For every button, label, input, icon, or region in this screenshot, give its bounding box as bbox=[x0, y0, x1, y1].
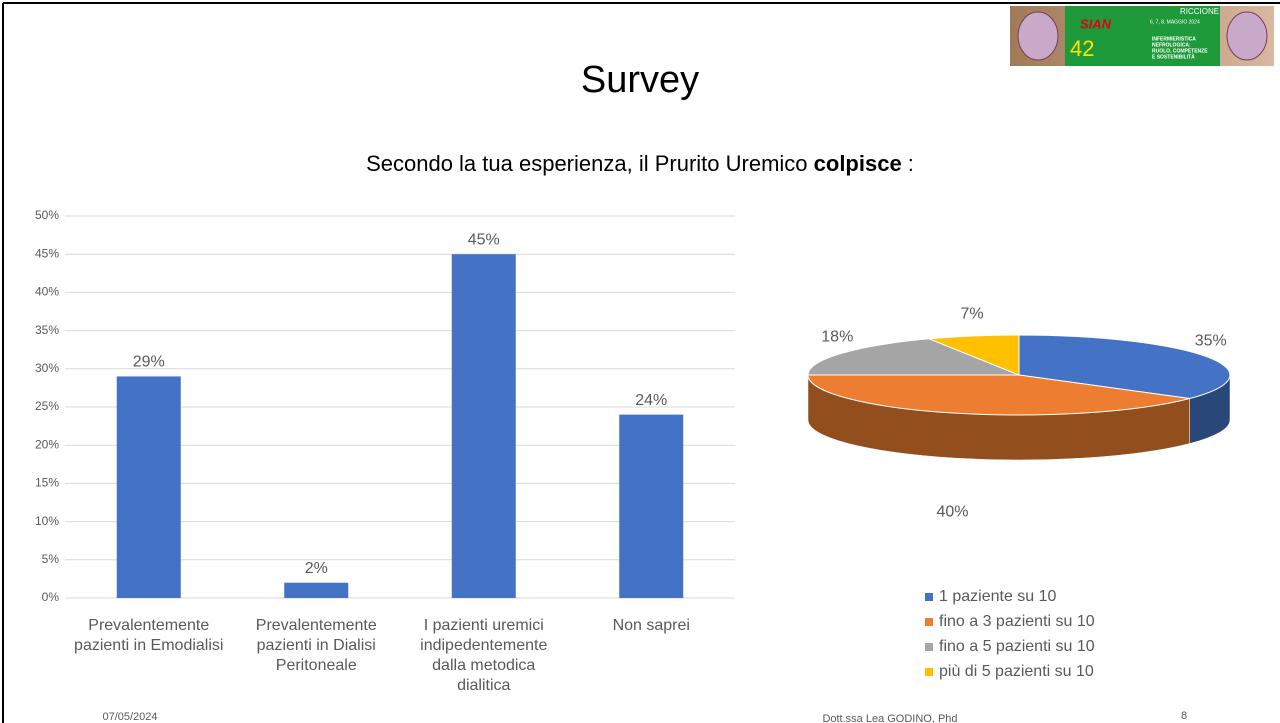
y-tick-label: 20% bbox=[35, 437, 59, 451]
y-tick-label: 5% bbox=[42, 552, 60, 566]
x-tick-label: Prevalentemente pazienti in Emodialisi bbox=[74, 617, 224, 654]
logo-heart bbox=[1017, 11, 1059, 61]
logo: SIAN 42 RICCIONE 6, 7, 8, MAGGIO 2024 IN… bbox=[1010, 6, 1274, 66]
question-emphasis: colpisce bbox=[814, 151, 902, 176]
logo-text: RUOLO, COMPETENZE bbox=[1152, 48, 1208, 54]
logo-text: E SOSTENIBILITÀ bbox=[1152, 53, 1195, 60]
question: Secondo la tua esperienza, il Prurito Ur… bbox=[366, 151, 914, 176]
pie-label: 7% bbox=[960, 305, 983, 322]
logo-text: 42 bbox=[1070, 36, 1094, 61]
legend-swatch bbox=[925, 618, 933, 626]
legend-label: più di 5 pazienti su 10 bbox=[939, 663, 1094, 680]
logo-text: NEFROLOGICA: bbox=[1152, 42, 1191, 48]
pie-slice bbox=[807, 338, 1020, 376]
logo-text: SIAN bbox=[1080, 16, 1112, 31]
footer-page: 8 bbox=[1181, 710, 1187, 722]
legend-swatch bbox=[925, 668, 933, 676]
y-tick-label: 40% bbox=[35, 285, 59, 299]
legend-label: 1 paziente su 10 bbox=[939, 588, 1057, 605]
question-text: : bbox=[902, 151, 914, 176]
footer-author: Dott.ssa Lea GODINO, Phd bbox=[822, 713, 957, 723]
logo-text: RICCIONE bbox=[1180, 7, 1219, 16]
legend-label: fino a 5 pazienti su 10 bbox=[939, 638, 1095, 655]
y-tick-label: 0% bbox=[42, 590, 60, 604]
bar bbox=[284, 582, 349, 598]
x-tick-label: Prevalentemente pazienti in Dialisi Peri… bbox=[255, 617, 377, 674]
bar bbox=[451, 254, 516, 598]
pie-label: 40% bbox=[936, 503, 968, 520]
y-tick-label: 10% bbox=[35, 514, 59, 528]
data-label: 24% bbox=[635, 392, 667, 409]
pie-slice bbox=[807, 374, 1190, 416]
y-tick-label: 25% bbox=[35, 399, 59, 413]
y-tick-label: 15% bbox=[35, 476, 59, 490]
y-tick-label: 45% bbox=[35, 246, 59, 260]
y-tick-label: 30% bbox=[35, 361, 59, 375]
logo-text: INFERMIERISTICA bbox=[1152, 36, 1196, 42]
bar bbox=[116, 376, 181, 598]
bar bbox=[619, 414, 684, 598]
data-label: 45% bbox=[468, 231, 500, 248]
y-tick-label: 50% bbox=[35, 208, 59, 222]
legend-swatch bbox=[925, 643, 933, 651]
slide-title: Survey bbox=[581, 59, 699, 101]
y-tick-label: 35% bbox=[35, 323, 59, 337]
data-label: 29% bbox=[133, 354, 165, 371]
legend-label: fino a 3 pazienti su 10 bbox=[939, 613, 1095, 630]
logo-text: 6, 7, 8, MAGGIO 2024 bbox=[1150, 19, 1200, 25]
footer-date: 07/05/2024 bbox=[102, 711, 157, 723]
data-label: 2% bbox=[305, 560, 328, 577]
pie-slice bbox=[928, 334, 1020, 376]
pie-slice bbox=[1018, 334, 1231, 400]
legend-swatch bbox=[925, 593, 933, 601]
x-tick-label: I pazienti uremici indipedentemente dall… bbox=[420, 617, 548, 694]
logo-center bbox=[1065, 6, 1220, 66]
pie-label: 35% bbox=[1195, 333, 1227, 350]
x-tick-label: Non saprei bbox=[612, 617, 690, 634]
question-text: Secondo la tua esperienza, il Prurito Ur… bbox=[366, 151, 814, 176]
pie-label: 18% bbox=[821, 328, 853, 345]
logo-heart bbox=[1226, 11, 1268, 61]
